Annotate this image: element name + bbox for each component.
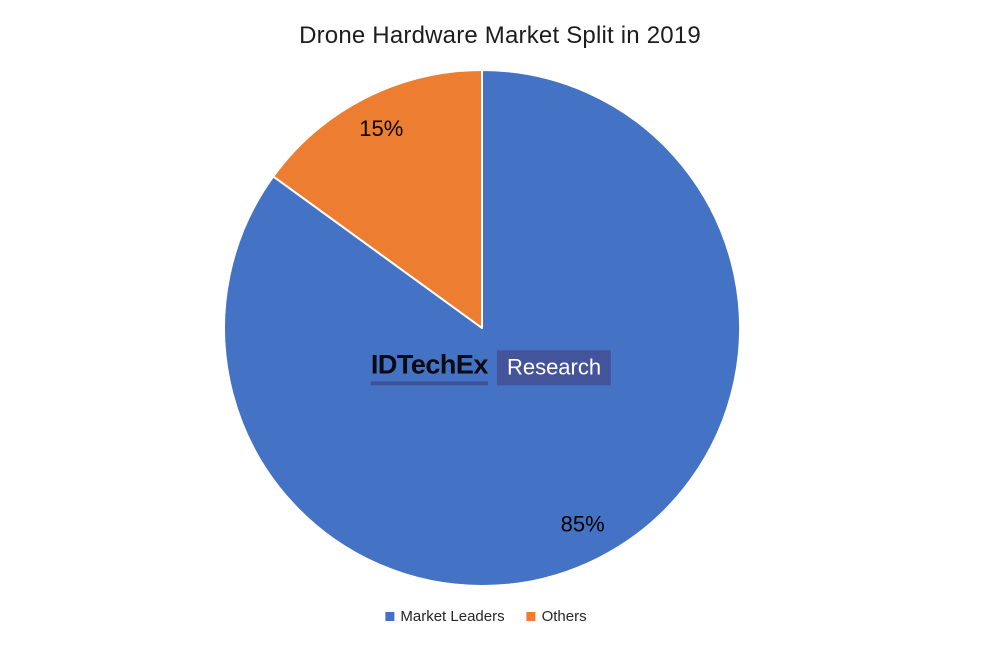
legend-swatch-others [526,612,536,621]
idtechex-watermark: IDTechEx Research [370,349,612,386]
chart-legend: Market Leaders Others [385,608,587,625]
idtechex-logo: IDTechEx [370,349,489,386]
idtechex-logo-underline [370,381,488,386]
legend-item-others: Others [526,608,587,625]
legend-label-others: Others [541,608,587,625]
pie-data-label-others: 15% [359,116,403,141]
legend-item-market-leaders: Market Leaders [385,608,505,625]
pie-data-label-market-leaders: 85% [561,512,605,537]
idtechex-logo-text: IDTechEx [370,349,489,380]
legend-swatch-market-leaders [385,612,395,621]
pie-slice-others [272,69,483,329]
research-label: Research [496,350,612,386]
legend-label-market-leaders: Market Leaders [400,608,505,625]
chart-title: Drone Hardware Market Split in 2019 [299,22,701,49]
